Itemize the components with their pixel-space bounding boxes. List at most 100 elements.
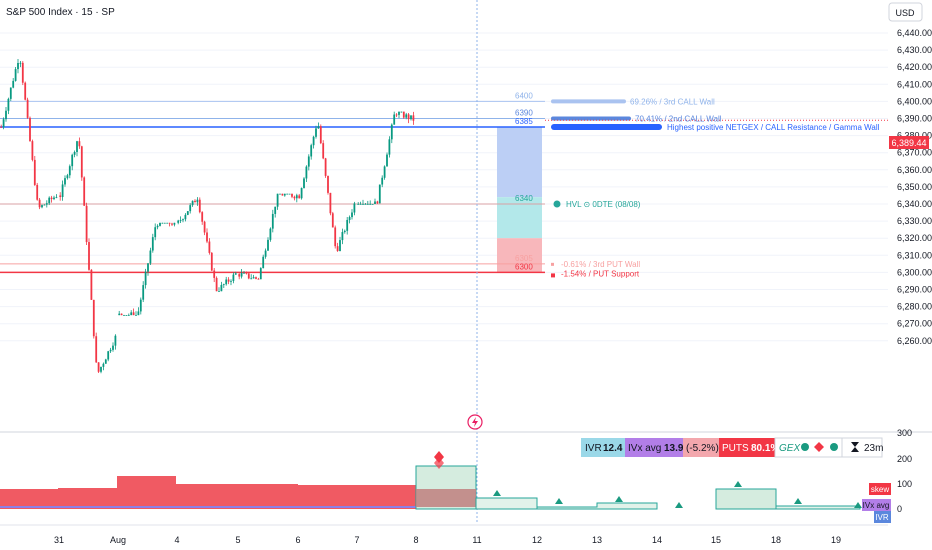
candle-body [213, 270, 216, 278]
candle-body [343, 230, 346, 233]
y-tick-label: 6,300.00 [897, 267, 932, 277]
y-tick-label: 6,330.00 [897, 216, 932, 226]
candle-body [139, 299, 142, 312]
marker-7 [854, 502, 862, 508]
candle-body [250, 278, 253, 280]
candle-body [38, 199, 41, 208]
candle-body [376, 201, 379, 204]
candle-body [269, 228, 272, 240]
ivr-box [581, 438, 625, 457]
candle-body [331, 213, 334, 228]
candle-body [48, 197, 51, 204]
candle-body [395, 114, 398, 116]
candle-body [208, 241, 211, 253]
candle-body [123, 315, 125, 316]
candle-body [161, 222, 164, 224]
gex-dot-icon-2 [830, 443, 838, 451]
candle-body [288, 193, 291, 195]
change-value: (-5.2%) [686, 443, 719, 454]
currency-button[interactable] [888, 2, 923, 22]
candle-body [353, 203, 356, 213]
candle-body [19, 62, 22, 64]
hvl-dot-icon [553, 200, 561, 208]
skew-tag [869, 483, 891, 495]
candle-body [374, 201, 376, 204]
candle-body [402, 111, 405, 118]
price-tag [889, 136, 929, 149]
candle-body [194, 200, 196, 203]
candle-body [298, 195, 301, 199]
candle-body [240, 273, 243, 277]
candle-body [118, 313, 121, 316]
candle-body [364, 204, 367, 205]
price-tag-value: 6,389.44 [891, 138, 926, 148]
candle-body [196, 199, 199, 203]
candle-body [78, 141, 81, 147]
change-box [683, 438, 719, 457]
candle-body [315, 128, 317, 137]
candle-body [127, 315, 130, 316]
candle-body [225, 279, 228, 285]
marker-5 [734, 481, 742, 487]
ivr-tag [874, 511, 891, 523]
marker-2 [555, 498, 563, 504]
candle-body [390, 124, 393, 140]
candle-body [186, 211, 189, 215]
candle-body [407, 114, 410, 120]
y-tick-label: 6,340.00 [897, 199, 932, 209]
candle-body [218, 291, 220, 293]
put-area [0, 476, 416, 509]
candle-body [329, 192, 332, 214]
candle-body [276, 193, 279, 207]
candle-body [210, 252, 213, 271]
candle-body [31, 141, 34, 160]
y-tick-label: 6,310.00 [897, 250, 932, 260]
x-tick-label: 4 [174, 535, 179, 545]
indicator-status-bar[interactable]: IVR 12.4 IVx avg 13.9 (-5.2%) PUTS 80.1%… [581, 437, 883, 458]
indicator-pane[interactable] [0, 451, 862, 510]
candle-body [400, 111, 403, 113]
puts-label: PUTS [722, 443, 749, 454]
candle-body [90, 269, 93, 300]
x-tick-label: 6 [295, 535, 300, 545]
candle-body [341, 232, 344, 241]
y-tick-label: 6,290.00 [897, 285, 932, 295]
candle-body [274, 206, 277, 214]
candle-body [53, 197, 55, 200]
candle-body [55, 197, 58, 199]
puts-value: 80.1% [751, 443, 779, 454]
level-note: -1.54% / PUT Support [561, 269, 640, 278]
x-tick-label: 11 [472, 535, 481, 545]
candle-body [88, 242, 90, 270]
candle-body [381, 177, 384, 185]
y-tick-label: 6,360.00 [897, 165, 932, 175]
candle-body [348, 217, 351, 220]
candle-body [203, 221, 206, 233]
y-tick-label: 6,350.00 [897, 182, 932, 192]
gex-diamond-icon [814, 442, 824, 452]
candle-body [383, 166, 386, 178]
diamond-marker-2 [434, 457, 444, 469]
y-axis[interactable]: 6,440.00 6,430.00 6,420.00 6,410.00 6,400.00… [897, 28, 932, 346]
candle-body [230, 280, 232, 282]
x-axis[interactable]: 31 Aug 4 5 6 7 8 11 12 13 14 15 18 19 [54, 535, 841, 545]
candle-body [189, 205, 192, 212]
price-pane[interactable] [0, 0, 888, 432]
candle-body [307, 156, 310, 167]
put-overlay [416, 489, 476, 507]
candle-body [154, 227, 157, 238]
candle-body [166, 222, 169, 224]
candle-body [386, 154, 388, 167]
candle-body [120, 313, 123, 316]
candle-body [159, 222, 161, 226]
put-wall-marker [551, 262, 554, 266]
marker-4 [675, 502, 683, 508]
candle-body [61, 184, 64, 198]
candle-body [156, 225, 159, 228]
ind-tick-0: 0 [897, 504, 902, 514]
candle-body [36, 184, 39, 200]
ind-tick-300: 300 [897, 428, 912, 438]
candle-body [179, 220, 182, 221]
